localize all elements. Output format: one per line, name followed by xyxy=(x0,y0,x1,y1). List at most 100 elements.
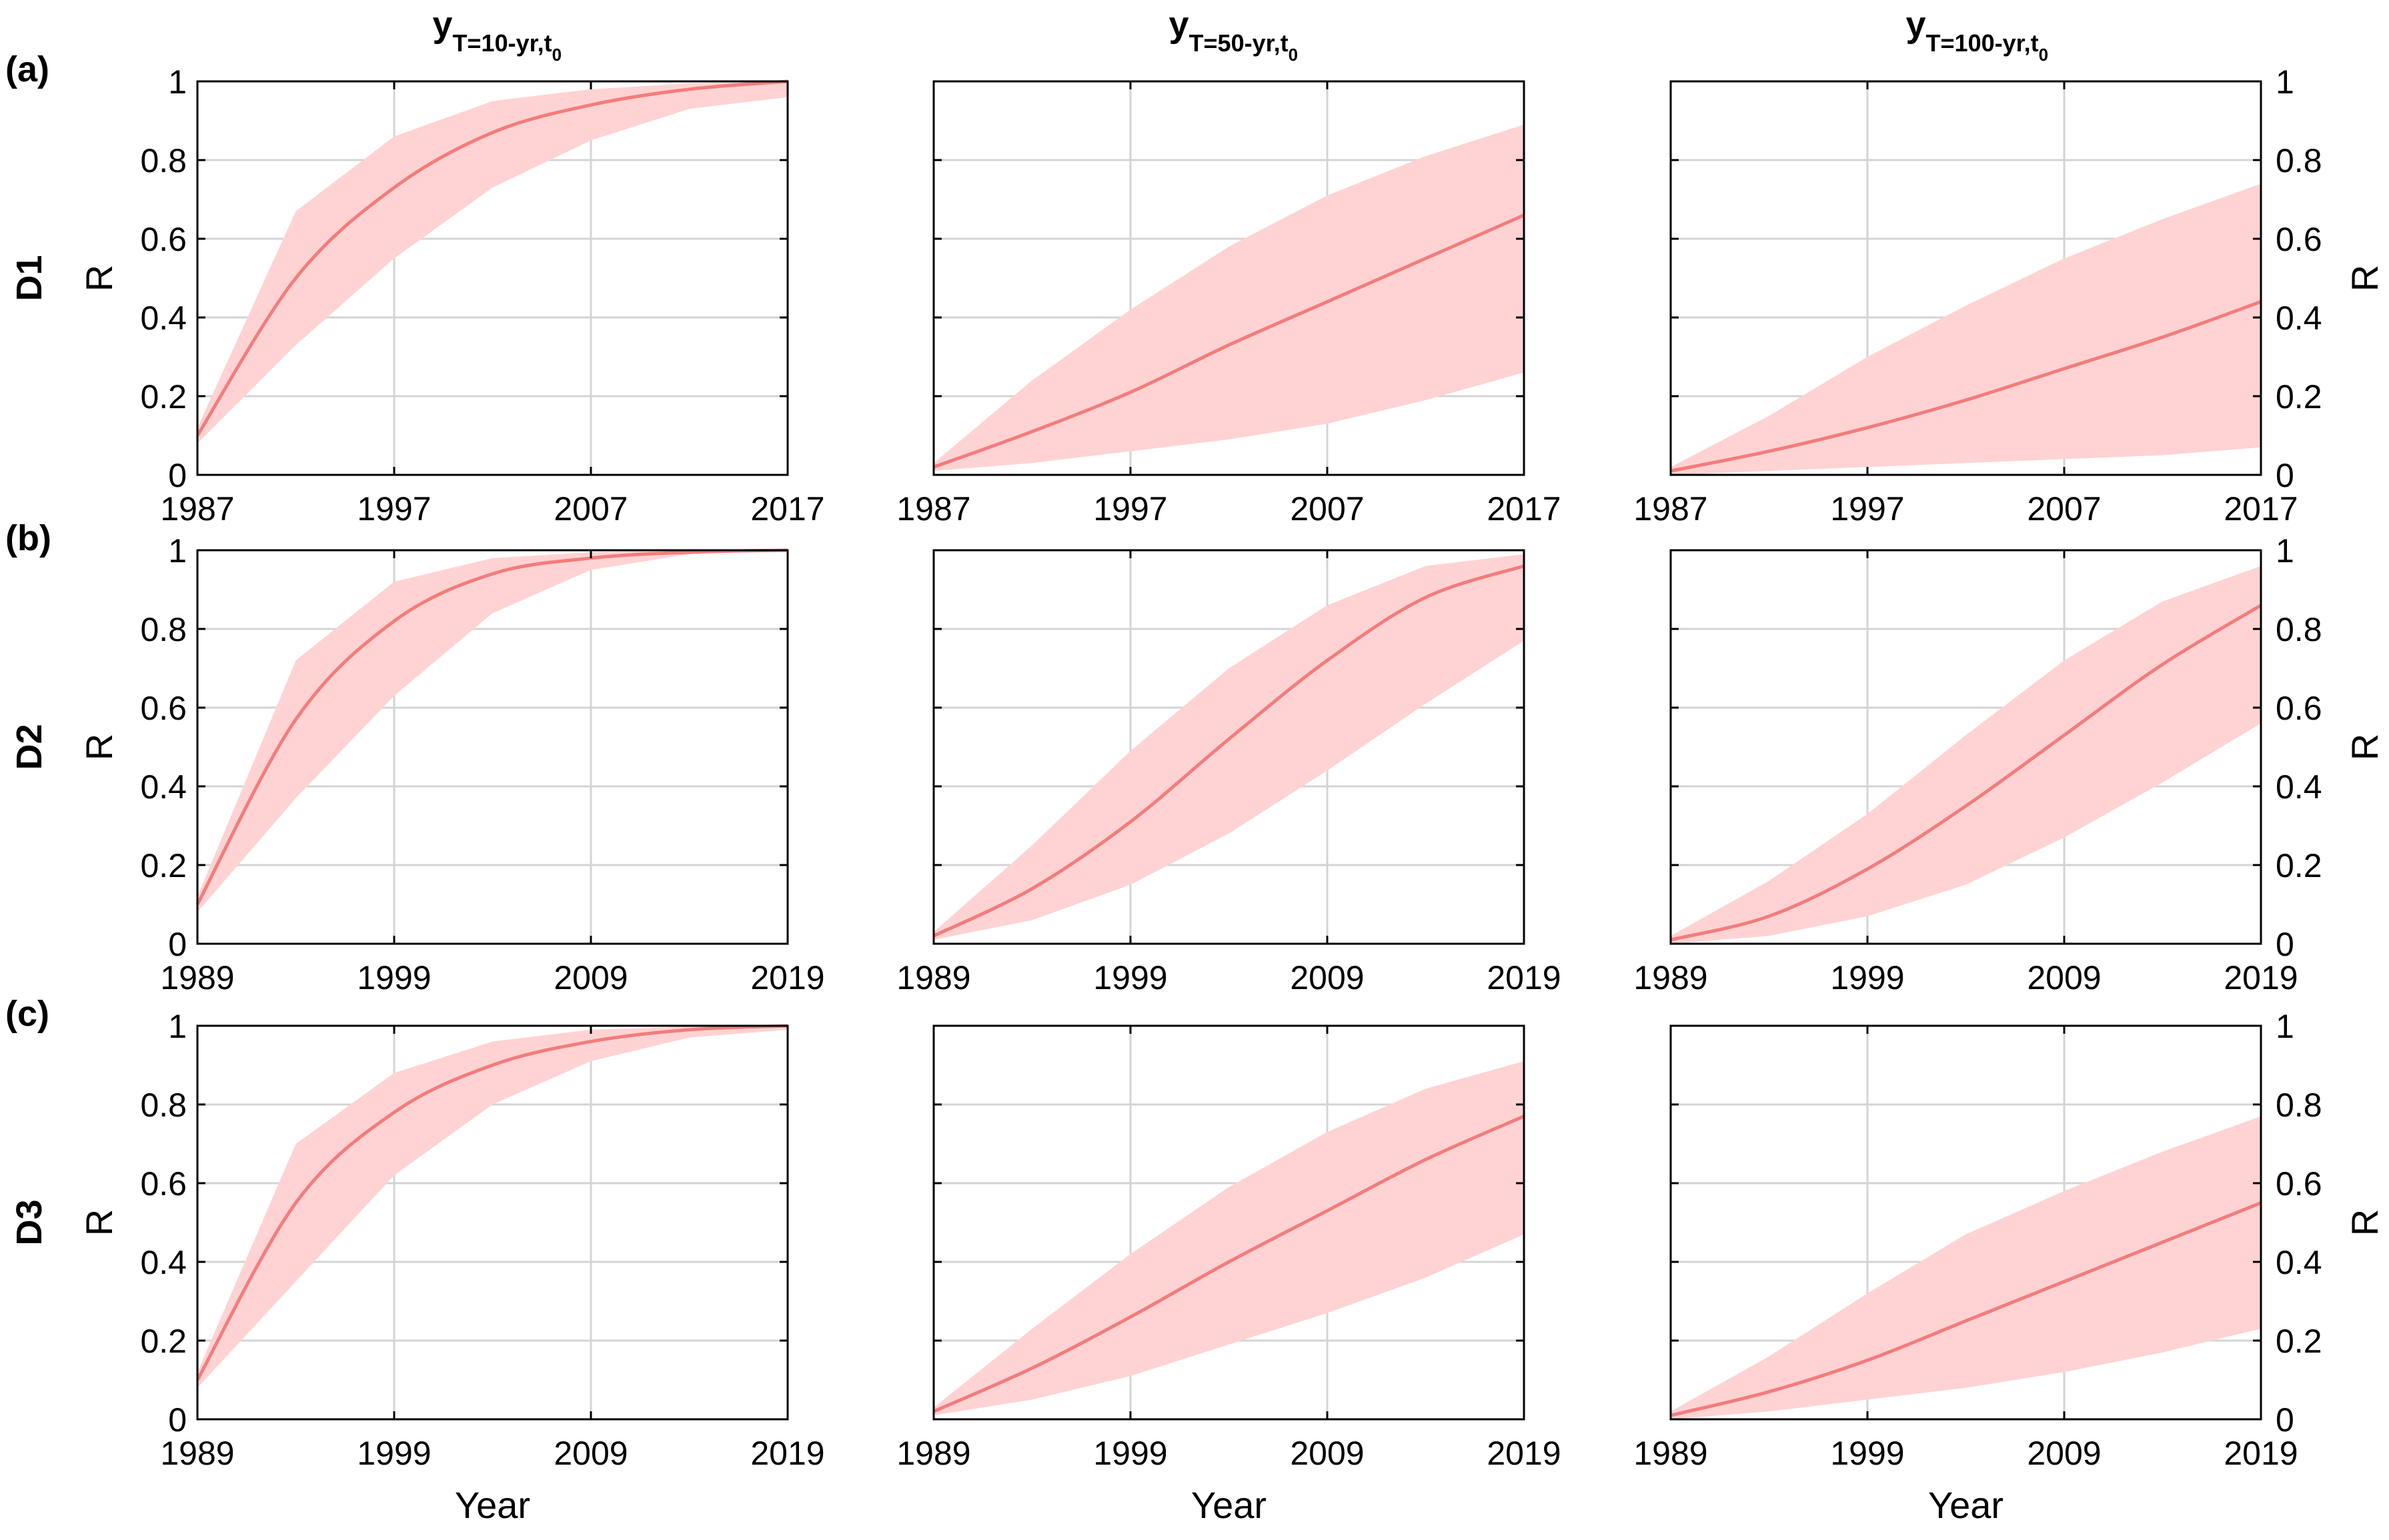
column-title-subsubscript: 0 xyxy=(2039,45,2048,65)
x-axis-label: Year xyxy=(1191,1484,1267,1526)
axes-frame xyxy=(932,80,1525,476)
x-tick-label: 1989 xyxy=(160,959,234,996)
x-tick-label: 1989 xyxy=(160,1435,234,1472)
y-tick-label: 0.2 xyxy=(2276,847,2322,884)
column-title-main: y xyxy=(1169,5,1189,45)
x-tick-label: 2007 xyxy=(1290,490,1364,528)
x-tick-label: 2019 xyxy=(1487,959,1561,996)
median-line xyxy=(1670,1201,2262,1417)
column-title-3: yT=100-yr,t0 xyxy=(1906,5,2049,65)
x-tick-label: 2009 xyxy=(2027,959,2101,996)
y-axis-label: R xyxy=(78,265,120,291)
panel-tag-1: (a) xyxy=(5,49,49,89)
median-line xyxy=(195,79,788,437)
y-tick-label: 0.2 xyxy=(140,1323,187,1360)
median-line xyxy=(932,564,1525,938)
y-tick-label: 0 xyxy=(168,1401,187,1439)
y-axis-label: R xyxy=(78,734,120,760)
x-axis-label: Year xyxy=(455,1484,530,1526)
y-tick-label: 1 xyxy=(2276,63,2294,101)
panel-D1-col2: 1987 1997 2007 2017 xyxy=(896,80,1561,528)
y-tick-label: 0.8 xyxy=(2276,142,2322,179)
y-tick-label: 1 xyxy=(168,532,187,570)
x-tick-label: 2017 xyxy=(2224,490,2298,528)
x-tick-label: 2019 xyxy=(2224,959,2298,996)
row-label-2: D2 xyxy=(9,724,49,770)
y-tick-label: 0.6 xyxy=(140,690,187,727)
median-line xyxy=(1670,604,2262,942)
x-tick-label: 2019 xyxy=(750,1435,824,1472)
x-tick-label: 1987 xyxy=(1633,490,1707,528)
confidence-band xyxy=(197,81,788,444)
x-tick-label: 2007 xyxy=(554,490,628,528)
confidence-band xyxy=(1671,183,2261,475)
y-axis-label: R xyxy=(2344,734,2386,760)
y-tick-label: 0.4 xyxy=(2276,1244,2322,1281)
x-tick-label: 1989 xyxy=(896,1435,970,1472)
median-line xyxy=(195,1024,788,1381)
y-tick-label: 0.6 xyxy=(2276,1165,2322,1203)
column-title-subscript: T=10-yr,t xyxy=(453,29,552,57)
median-line xyxy=(933,213,1525,469)
confidence-band xyxy=(934,1061,1524,1416)
column-title-1: yT=10-yr,t0 xyxy=(433,5,562,65)
axes-frame xyxy=(932,549,1525,945)
y-tick-label: 0.6 xyxy=(2276,221,2322,258)
x-tick-label: 1997 xyxy=(357,490,431,528)
confidence-band xyxy=(934,124,1524,472)
x-tick-label: 2009 xyxy=(1290,959,1364,996)
y-tick-label: 0.6 xyxy=(140,1165,187,1203)
x-tick-label: 1997 xyxy=(1830,490,1904,528)
x-tick-label: 2019 xyxy=(750,959,824,996)
y-tick-label: 0.2 xyxy=(2276,378,2322,416)
y-axis-label: R xyxy=(78,1209,120,1236)
y-tick-label: 0 xyxy=(2276,1401,2294,1439)
y-tick-label: 0 xyxy=(2276,926,2294,963)
x-tick-label: 2009 xyxy=(554,959,628,996)
axes-frame xyxy=(196,549,789,945)
column-title-2: yT=50-yr,t0 xyxy=(1169,5,1299,65)
column-title-subscript: T=50-yr,t xyxy=(1189,29,1289,57)
x-tick-label: 2007 xyxy=(2027,490,2101,528)
x-tick-label: 1999 xyxy=(1093,1435,1167,1472)
x-tick-label: 1989 xyxy=(896,959,970,996)
y-tick-label: 0.2 xyxy=(140,847,187,884)
x-tick-label: 1999 xyxy=(1093,959,1167,996)
axes-frame xyxy=(932,1024,1525,1421)
panel-D3-col1: 1989 1999 2009 2019 0 0.2 0.4 0.6 0.8 1 R Year xyxy=(78,1008,825,1526)
confidence-band xyxy=(1671,566,2261,944)
y-axis-label: R xyxy=(2344,1209,2386,1236)
row-label-3: D3 xyxy=(9,1199,49,1245)
x-tick-label: 1989 xyxy=(1633,1435,1707,1472)
x-tick-label: 1999 xyxy=(1830,1435,1904,1472)
y-tick-label: 1 xyxy=(2276,1008,2294,1045)
column-title-subsubscript: 0 xyxy=(1289,45,1298,65)
x-tick-label: 2009 xyxy=(2027,1435,2101,1472)
median-line xyxy=(195,548,788,906)
y-axis-label: R xyxy=(2344,265,2386,291)
confidence-band xyxy=(197,1026,788,1388)
x-tick-label: 2017 xyxy=(1487,490,1561,528)
x-tick-label: 2019 xyxy=(2224,1435,2298,1472)
panel-D2-col2: 1989 1999 2009 2019 xyxy=(896,549,1561,996)
column-title-main: y xyxy=(433,5,453,45)
y-tick-label: 1 xyxy=(168,1008,187,1045)
column-title-subscript: T=100-yr,t xyxy=(1926,29,2039,57)
y-tick-label: 0.4 xyxy=(2276,299,2322,337)
x-axis-label: Year xyxy=(1928,1484,2004,1526)
x-tick-label: 1997 xyxy=(1093,490,1167,528)
panel-D1-col1: 1987 1997 2007 2017 0 0.2 0.4 0.6 0.8 1 R xyxy=(78,63,825,528)
y-tick-label: 0 xyxy=(2276,457,2294,494)
y-tick-label: 0.2 xyxy=(2276,1323,2322,1360)
y-tick-label: 0.6 xyxy=(140,221,187,258)
y-tick-label: 0.8 xyxy=(140,611,187,648)
confidence-band xyxy=(1671,1116,2261,1419)
y-tick-label: 0.4 xyxy=(2276,768,2322,806)
x-tick-label: 1987 xyxy=(160,490,234,528)
column-title-subsubscript: 0 xyxy=(552,45,562,65)
y-tick-label: 0.4 xyxy=(140,299,187,337)
